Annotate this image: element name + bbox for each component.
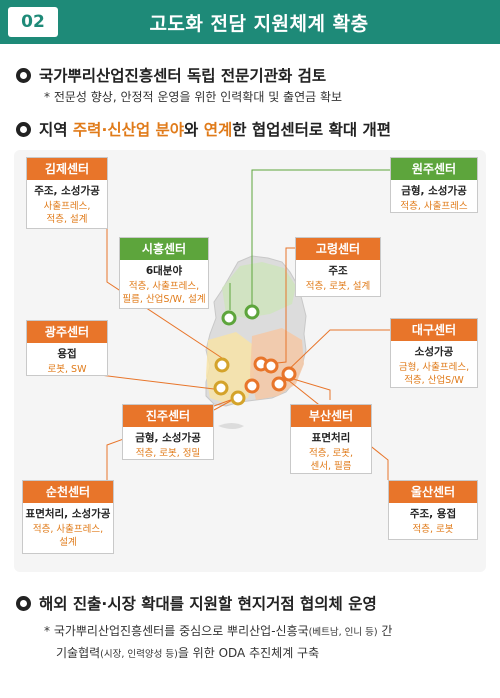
center-name: 대구센터 xyxy=(391,319,477,341)
bullet-2-part3: 한 협업센터로 확대 개편 xyxy=(232,121,392,139)
marker-wonju xyxy=(244,304,260,320)
center-gimje: 김제센터 주조, 소성가공 사출프레스, 적층, 설계 xyxy=(26,157,108,229)
line-gwangju xyxy=(99,374,223,391)
center-name: 시흥센터 xyxy=(120,238,208,260)
bullet-3: 해외 진출·시장 확대를 지원할 현지거점 협의체 운영 xyxy=(16,592,377,614)
line-gimje xyxy=(106,207,223,359)
note-text: 간 xyxy=(377,624,393,638)
center-daegu: 대구센터 소성가공 금형, 사출프레스, 적층, 산업S/W xyxy=(390,318,478,388)
center-sub: 필름, 산업S/W, 설계 xyxy=(122,294,206,305)
center-sub: 센서, 필름 xyxy=(310,461,352,472)
marker-gimje xyxy=(214,357,230,373)
center-name: 고령센터 xyxy=(296,238,380,260)
center-main: 주조, 소성가공 xyxy=(34,185,100,197)
center-sub: 설계 xyxy=(59,537,77,548)
center-main: 주조, 용접 xyxy=(409,508,457,520)
bullet-3-note-line1: * 국가뿌리산업진흥센터를 중심으로 뿌리산업-신흥국(베트남, 인니 등) 간 xyxy=(44,622,392,639)
marker-siheung xyxy=(221,310,237,326)
center-main: 금형, 소성가공 xyxy=(401,185,467,197)
center-main: 표면처리, 소성가공 xyxy=(25,508,111,520)
bullet-3-note-line2: 기술협력(시장, 인력양성 등)을 위한 ODA 추진체계 구축 xyxy=(56,644,319,661)
note-small: (베트남, 인니 등) xyxy=(308,627,378,638)
green-region xyxy=(222,262,296,318)
center-main: 금형, 소성가공 xyxy=(135,432,201,444)
marker-daegu xyxy=(263,358,279,374)
center-sub: 로봇, SW xyxy=(47,364,87,375)
line-busan xyxy=(289,377,331,400)
center-sub: 금형, 사출프레스, xyxy=(398,362,470,373)
center-name: 원주센터 xyxy=(391,158,477,180)
bullet-1: 국가뿌리산업진흥센터 독립 전문기관화 검토 xyxy=(16,64,326,86)
note-text: 을 위한 ODA 추진체계 구축 xyxy=(177,646,320,660)
center-name: 순천센터 xyxy=(23,481,113,503)
bullet-2-highlight2: 연계 xyxy=(203,121,233,139)
center-sub: 적층, 사출프레스 xyxy=(400,201,468,212)
center-main: 주조 xyxy=(328,265,348,277)
marker-ulsan xyxy=(281,366,297,382)
center-sub: 적층, 사출프레스, xyxy=(32,524,104,535)
center-name: 울산센터 xyxy=(389,481,477,503)
jeju-island-shape xyxy=(218,423,244,429)
center-siheung: 시흥센터 6대분야 적층, 사출프레스, 필름, 산업S/W, 설계 xyxy=(119,237,209,309)
center-sub: 적층, 사출프레스, xyxy=(128,281,200,292)
center-main: 표면처리 xyxy=(311,432,351,444)
bullet-2-highlight1: 주력·신산업 분야 xyxy=(72,121,185,139)
section-number: 02 xyxy=(8,7,58,37)
center-name: 광주센터 xyxy=(27,321,107,343)
center-gwangju: 광주센터 용접 로봇, SW xyxy=(26,320,108,376)
center-sub: 적층, 로봇 xyxy=(412,524,454,535)
center-sub: 적층, 로봇, 정밀 xyxy=(135,448,201,459)
bullet-3-text: 해외 진출·시장 확대를 지원할 현지거점 협의체 운영 xyxy=(39,595,377,613)
marker-busan xyxy=(271,376,287,392)
note-small: (시장, 인력양성 등) xyxy=(100,649,178,660)
marker-suncheon xyxy=(230,390,246,406)
center-sub: 적층, 로봇, xyxy=(308,448,354,459)
center-name: 부산센터 xyxy=(291,405,371,427)
center-name: 김제센터 xyxy=(27,158,107,180)
center-sub: 적층, 로봇, 설계 xyxy=(305,281,371,292)
center-goryeong: 고령센터 주조 적층, 로봇, 설계 xyxy=(295,237,381,297)
section-header: 02 고도화 전담 지원체계 확충 xyxy=(0,0,500,44)
center-main: 소성가공 xyxy=(414,346,454,358)
center-main: 용접 xyxy=(57,348,77,360)
center-jinju: 진주센터 금형, 소성가공 적층, 로봇, 정밀 xyxy=(122,404,214,460)
bullet-2-text: 지역 주력·신산업 분야와 연계한 협업센터로 확대 개편 xyxy=(39,118,391,140)
yellow-region xyxy=(206,332,254,404)
bullet-2-part1: 지역 xyxy=(39,121,73,139)
bullet-2: 지역 주력·신산업 분야와 연계한 협업센터로 확대 개편 xyxy=(16,118,391,140)
note-text: * 국가뿌리산업진흥센터를 중심으로 뿌리산업-신흥국 xyxy=(44,624,309,638)
bullet-1-text: 국가뿌리산업진흥센터 독립 전문기관화 검토 xyxy=(39,67,327,85)
center-main: 6대분야 xyxy=(145,265,183,277)
center-suncheon: 순천센터 표면처리, 소성가공 적층, 사출프레스, 설계 xyxy=(22,480,114,554)
note-text: 기술협력 xyxy=(56,646,101,660)
center-sub: 적층, 산업S/W xyxy=(404,375,464,386)
bullet-1-note: * 전문성 향상, 안정적 운영을 위한 인력확대 및 출연금 확보 xyxy=(44,90,343,104)
center-name: 진주센터 xyxy=(123,405,213,427)
bullet-2-part2: 와 xyxy=(184,121,204,139)
center-wonju: 원주센터 금형, 소성가공 적층, 사출프레스 xyxy=(390,157,478,213)
bullet-icon xyxy=(16,595,31,611)
bullet-icon xyxy=(16,67,31,83)
center-sub: 적층, 설계 xyxy=(46,214,88,225)
marker-jinju xyxy=(244,378,260,394)
section-title: 고도화 전담 지원체계 확충 xyxy=(149,12,369,35)
marker-gwangju xyxy=(213,380,229,396)
bullet-icon xyxy=(16,121,31,137)
line-wonju xyxy=(251,169,390,310)
center-sub: 사출프레스, xyxy=(43,201,91,212)
center-ulsan: 울산센터 주조, 용접 적층, 로봇 xyxy=(388,480,478,540)
center-busan: 부산센터 표면처리 적층, 로봇, 센서, 필름 xyxy=(290,404,372,474)
line-daegu xyxy=(281,329,390,377)
